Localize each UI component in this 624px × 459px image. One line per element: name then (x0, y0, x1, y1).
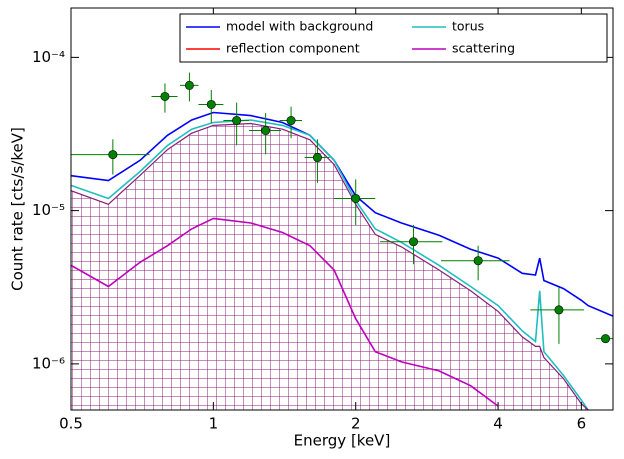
y-tick-label: 10⁻⁶ (32, 354, 65, 372)
data-point (261, 126, 271, 136)
data-point (312, 153, 322, 163)
x-tick-label: 6 (577, 415, 587, 433)
plot-area (71, 72, 613, 410)
series-line (71, 119, 589, 410)
plot-frame (70, 7, 614, 411)
data-point (232, 116, 242, 126)
data-point (554, 305, 564, 315)
data-point (160, 91, 170, 101)
x-tick-label: 1 (209, 415, 219, 433)
legend-label: scattering (452, 41, 515, 56)
legend-label: model with background (226, 19, 373, 34)
data-point (206, 99, 216, 109)
y-tick-label: 10⁻⁴ (32, 48, 65, 66)
y-tick-label: 10⁻⁵ (32, 201, 65, 219)
x-axis-label: Energy [keV] (294, 432, 391, 450)
data-point (286, 116, 296, 126)
area (71, 123, 589, 410)
x-tick-label: 0.5 (59, 415, 83, 433)
legend-label: reflection component (226, 41, 360, 56)
data-point (351, 193, 361, 203)
data-point (108, 150, 118, 160)
data-point (601, 334, 611, 344)
series-line (71, 111, 613, 317)
data-point (184, 80, 194, 90)
data-point (409, 237, 419, 247)
x-tick-label: 2 (351, 415, 361, 433)
legend-box (179, 13, 608, 63)
legend-label: torus (452, 19, 484, 34)
data-point (473, 256, 483, 266)
x-tick-label: 4 (493, 415, 503, 433)
y-axis-label: Count rate [cts/s/keV] (9, 127, 27, 291)
series-line (71, 122, 589, 410)
series-line (71, 217, 499, 407)
